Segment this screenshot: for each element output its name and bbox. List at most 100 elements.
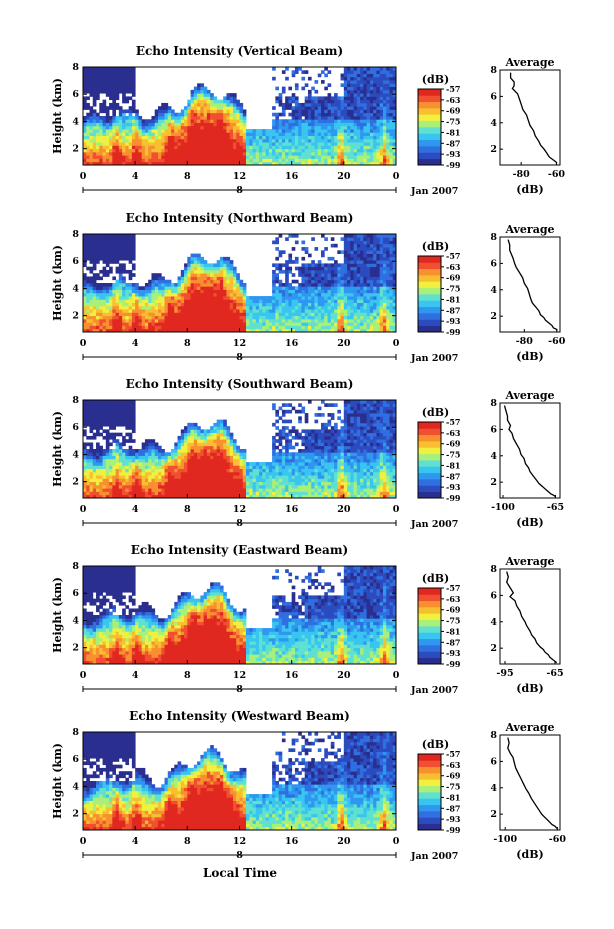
heatmap-cell bbox=[330, 309, 335, 313]
heatmap-cell bbox=[105, 132, 110, 136]
heatmap-cell bbox=[164, 145, 169, 150]
heatmap-cell bbox=[128, 462, 133, 466]
heatmap-cell bbox=[154, 318, 159, 323]
heatmap-cell bbox=[353, 161, 358, 166]
heatmap-cell bbox=[200, 328, 205, 333]
heatmap-cell bbox=[96, 76, 100, 81]
heatmap-cell bbox=[356, 309, 361, 313]
heatmap-cell bbox=[115, 494, 120, 499]
heatmap-cell bbox=[83, 70, 87, 74]
heatmap-cell bbox=[144, 494, 149, 499]
chart-title: Echo Intensity (Vertical Beam) bbox=[136, 44, 343, 58]
heatmap-cell bbox=[373, 155, 377, 159]
heatmap-cell bbox=[151, 276, 156, 281]
heatmap-cell bbox=[86, 299, 90, 303]
heatmap-cell bbox=[392, 102, 397, 107]
heatmap-cell bbox=[350, 155, 355, 159]
heatmap-cell bbox=[83, 243, 87, 248]
heatmap-cell bbox=[86, 283, 90, 287]
heatmap-cell bbox=[376, 266, 381, 271]
heatmap-cell bbox=[141, 491, 146, 496]
heatmap-cell bbox=[102, 132, 107, 136]
heatmap-cell bbox=[219, 112, 224, 117]
heatmap-cell bbox=[203, 99, 208, 104]
heatmap-cell bbox=[184, 289, 188, 294]
heatmap-cell bbox=[99, 309, 103, 313]
heatmap-cell bbox=[246, 296, 250, 300]
heatmap-cell bbox=[135, 478, 139, 483]
heatmap-cell bbox=[92, 250, 97, 254]
heatmap-cell bbox=[236, 305, 240, 310]
heatmap-cell bbox=[86, 151, 90, 156]
heatmap-cell bbox=[275, 305, 280, 310]
heatmap-cell bbox=[131, 471, 136, 476]
heatmap-cell bbox=[353, 256, 358, 261]
heatmap-cell bbox=[177, 132, 182, 136]
heatmap-cell bbox=[151, 484, 156, 489]
heatmap-cell bbox=[252, 315, 257, 320]
heatmap-cell bbox=[369, 325, 374, 330]
heatmap-cell bbox=[392, 135, 397, 140]
heatmap-cell bbox=[200, 106, 205, 110]
heatmap-cell bbox=[343, 80, 348, 84]
heatmap-cell bbox=[373, 243, 377, 248]
heatmap-cell bbox=[281, 269, 286, 274]
heatmap-cell bbox=[200, 119, 205, 123]
heatmap-cell bbox=[89, 302, 94, 307]
heatmap-cell bbox=[92, 151, 97, 156]
heatmap-cell bbox=[135, 122, 139, 127]
heatmap-cell bbox=[122, 491, 126, 496]
heatmap-cell bbox=[187, 135, 191, 140]
profile-y-tick-label: 8 bbox=[490, 65, 497, 76]
heatmap-cell bbox=[268, 305, 273, 310]
heatmap-cell bbox=[337, 312, 341, 317]
heatmap-cell bbox=[115, 328, 120, 333]
heatmap-cell bbox=[232, 142, 237, 146]
heatmap-cell bbox=[131, 122, 136, 127]
heatmap-cell bbox=[96, 158, 100, 163]
heatmap-cell bbox=[321, 106, 325, 110]
heatmap-cell bbox=[141, 445, 146, 450]
heatmap-cell bbox=[105, 296, 110, 300]
heatmap-cell bbox=[187, 256, 191, 261]
heatmap-cell bbox=[86, 89, 90, 94]
heatmap-cell bbox=[83, 458, 87, 463]
heatmap-cell bbox=[86, 138, 90, 143]
heatmap-cell bbox=[389, 289, 394, 294]
heatmap-cell bbox=[99, 132, 103, 136]
heatmap-cell bbox=[369, 234, 374, 238]
heatmap-cell bbox=[89, 445, 94, 450]
heatmap-cell bbox=[278, 155, 283, 159]
profile-title: Average bbox=[504, 56, 554, 69]
heatmap-cell bbox=[115, 93, 120, 97]
heatmap-cell bbox=[96, 67, 100, 71]
heatmap-cell bbox=[112, 102, 116, 107]
heatmap-cell bbox=[334, 122, 338, 127]
heatmap-cell bbox=[281, 322, 286, 326]
heatmap-cell bbox=[128, 296, 133, 300]
heatmap-cell bbox=[96, 122, 100, 127]
colorbar: -57-63-69-75-81-87-93-99 bbox=[417, 84, 461, 170]
heatmap-cell bbox=[285, 135, 289, 140]
heatmap-cell bbox=[83, 406, 87, 411]
heatmap-cell bbox=[294, 129, 299, 133]
heatmap-cell bbox=[311, 260, 315, 264]
heatmap-cell bbox=[304, 112, 309, 117]
heatmap-cell bbox=[246, 318, 250, 323]
heatmap-cell bbox=[373, 318, 377, 323]
heatmap-cell bbox=[213, 318, 218, 323]
heatmap-cell bbox=[223, 289, 227, 294]
heatmap-cell bbox=[330, 148, 335, 153]
heatmap-cell bbox=[118, 442, 123, 447]
heatmap-cell bbox=[317, 151, 322, 156]
heatmap-cell bbox=[105, 475, 110, 479]
heatmap-cell bbox=[92, 279, 97, 284]
heatmap-cell bbox=[115, 299, 120, 303]
heatmap-cell bbox=[229, 266, 234, 271]
heatmap-cell bbox=[317, 299, 322, 303]
heatmap-cell bbox=[148, 138, 152, 143]
heatmap-cell bbox=[366, 122, 371, 127]
heatmap-cell bbox=[330, 243, 335, 248]
heatmap-cell bbox=[236, 276, 240, 281]
heatmap-cell bbox=[109, 266, 113, 271]
